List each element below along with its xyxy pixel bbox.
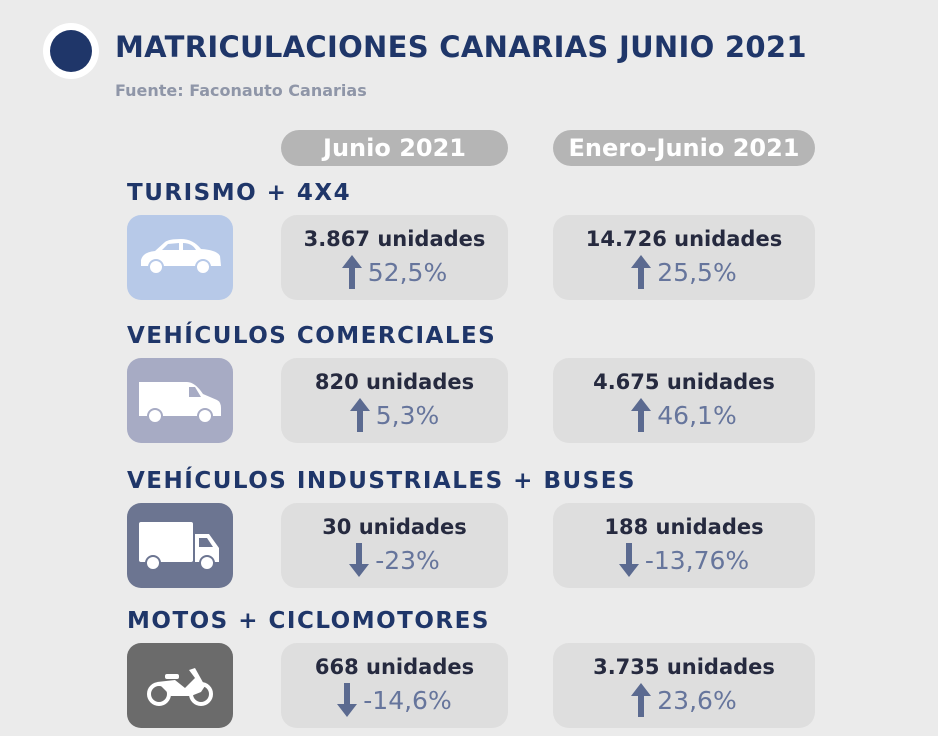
section-title: VEHÍCULOS INDUSTRIALES + BUSES xyxy=(127,468,636,494)
vehicle-icon xyxy=(127,643,233,728)
units: 14.726 unidades xyxy=(585,227,783,251)
units: 30 unidades xyxy=(322,515,467,539)
trend-arrow xyxy=(631,255,652,289)
trend-arrow xyxy=(618,543,639,577)
change-row: 23,6% xyxy=(553,683,815,717)
units: 4.675 unidades xyxy=(593,370,775,394)
change: -23% xyxy=(375,545,440,575)
change: 25,5% xyxy=(657,257,737,287)
stat-cell: 4.675 unidades 46,1% xyxy=(553,358,815,443)
change-row: 25,5% xyxy=(553,255,815,289)
vehicle-icon xyxy=(127,215,233,300)
stat-cell: 820 unidades 5,3% xyxy=(281,358,508,443)
section-title: TURISMO + 4X4 xyxy=(127,180,352,206)
change-row: 5,3% xyxy=(281,398,508,432)
section-title: VEHÍCULOS COMERCIALES xyxy=(127,323,497,349)
trend-arrow xyxy=(631,398,652,432)
stat-cell: 14.726 unidades 25,5% xyxy=(553,215,815,300)
stat-cell: 3.867 unidades 52,5% xyxy=(281,215,508,300)
units: 668 unidades xyxy=(314,655,475,679)
change: 23,6% xyxy=(657,685,737,715)
units: 3.867 unidades xyxy=(303,227,486,251)
header-badge xyxy=(43,23,99,79)
change-row: -23% xyxy=(281,543,508,577)
section-title: MOTOS + CICLOMOTORES xyxy=(127,608,490,634)
change: 52,5% xyxy=(367,257,448,287)
source: Fuente: Faconauto Canarias xyxy=(115,81,367,100)
change: 5,3% xyxy=(375,400,440,430)
stat-cell: 30 unidades -23% xyxy=(281,503,508,588)
trend-arrow xyxy=(337,683,358,717)
trend-arrow xyxy=(631,683,652,717)
change-row: 52,5% xyxy=(281,255,508,289)
title: MATRICULACIONES CANARIAS JUNIO 2021 xyxy=(115,30,807,64)
change-row: 46,1% xyxy=(553,398,815,432)
vehicle-icon xyxy=(127,358,233,443)
trend-arrow xyxy=(341,255,362,289)
change-row: -14,6% xyxy=(281,683,508,717)
change-row: -13,76% xyxy=(553,543,815,577)
change: -13,76% xyxy=(644,545,750,575)
trend-arrow xyxy=(349,398,370,432)
units: 820 unidades xyxy=(314,370,475,394)
column-header: Junio 2021 xyxy=(281,130,508,166)
trend-arrow xyxy=(349,543,370,577)
change: -14,6% xyxy=(363,685,452,715)
stat-cell: 3.735 unidades 23,6% xyxy=(553,643,815,728)
units: 3.735 unidades xyxy=(593,655,775,679)
column-header: Enero-Junio 2021 xyxy=(553,130,815,166)
vehicle-icon xyxy=(127,503,233,588)
stat-cell: 668 unidades -14,6% xyxy=(281,643,508,728)
stat-cell: 188 unidades -13,76% xyxy=(553,503,815,588)
units: 188 unidades xyxy=(604,515,764,539)
change: 46,1% xyxy=(657,400,737,430)
